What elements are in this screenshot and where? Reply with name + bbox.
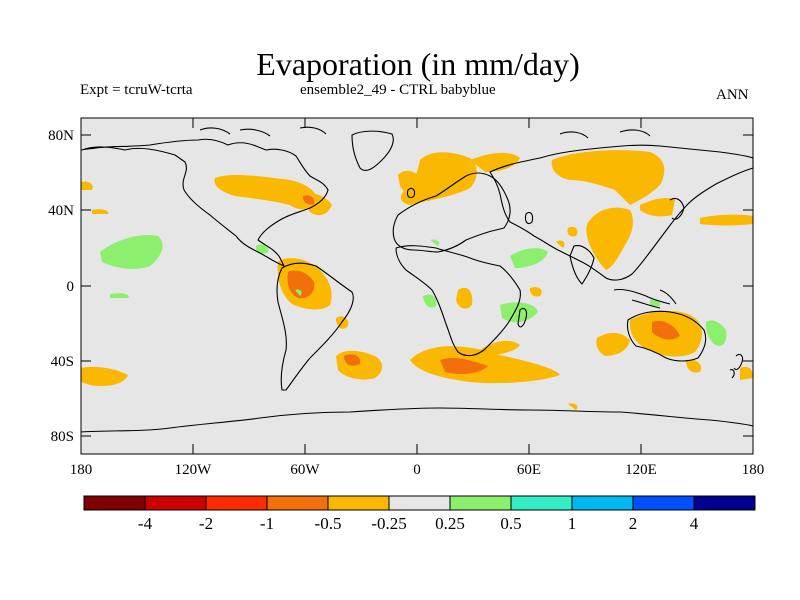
- colorbar-box: [144, 495, 207, 511]
- colorbar: [83, 495, 756, 511]
- experiment-label: Expt = tcruW-tcrta: [80, 82, 193, 98]
- colorbar-tick-label: 2: [629, 514, 638, 533]
- colorbar-labels: -4 -2 -1 -0.5 -0.25 0.25 0.5 1 2 4: [138, 514, 699, 533]
- colorbar-tick-label: 0.5: [500, 514, 521, 533]
- x-tick-label: 60E: [517, 462, 541, 478]
- x-tick-label: 120W: [175, 462, 213, 478]
- y-tick-label: 80N: [48, 128, 74, 144]
- x-tick-label: 60W: [290, 462, 320, 478]
- ensemble-label: ensemble2_49 - CTRL babyblue: [300, 82, 496, 98]
- colorbar-box: [693, 495, 756, 511]
- x-tick-label: 180: [70, 462, 93, 478]
- colorbar-tick-label: 1: [568, 514, 577, 533]
- strong-negative-anomaly-regions: [287, 195, 680, 374]
- colorbar-box: [632, 495, 695, 511]
- axis-ticks: [81, 118, 753, 454]
- colorbar-box: [205, 495, 268, 511]
- colorbar-box: [327, 495, 390, 511]
- colorbar-tick-label: -0.5: [315, 514, 342, 533]
- colorbar-tick-label: -1: [260, 514, 274, 533]
- y-tick-label: 40S: [51, 354, 74, 370]
- x-axis-labels: 180 120W 60W 0 60E 120E 180: [70, 462, 765, 478]
- season-label: ANN: [716, 87, 749, 103]
- y-tick-label: 40N: [48, 203, 74, 219]
- colorbar-box: [83, 495, 146, 511]
- colorbar-tick-label: -0.25: [371, 514, 406, 533]
- colorbar-tick-label: 4: [690, 514, 699, 533]
- colorbar-box: [571, 495, 634, 511]
- colorbar-tick-label: 0.25: [435, 514, 465, 533]
- colorbar-tick-label: -4: [138, 514, 153, 533]
- x-tick-label: 0: [413, 462, 421, 478]
- y-axis-labels: 80N 40N 0 40S 80S: [48, 128, 74, 445]
- x-tick-label: 120E: [625, 462, 657, 478]
- x-tick-label: 180: [742, 462, 765, 478]
- positive-anomaly-regions: [100, 234, 727, 347]
- colorbar-box: [449, 495, 512, 511]
- colorbar-box: [388, 495, 451, 511]
- y-tick-label: 0: [67, 279, 75, 295]
- coastlines: [80, 126, 754, 433]
- plot-title: Evaporation (in mm/day): [256, 46, 580, 82]
- colorbar-tick-label: -2: [199, 514, 213, 533]
- colorbar-box: [510, 495, 573, 511]
- colorbar-box: [266, 495, 329, 511]
- y-tick-label: 80S: [51, 429, 74, 445]
